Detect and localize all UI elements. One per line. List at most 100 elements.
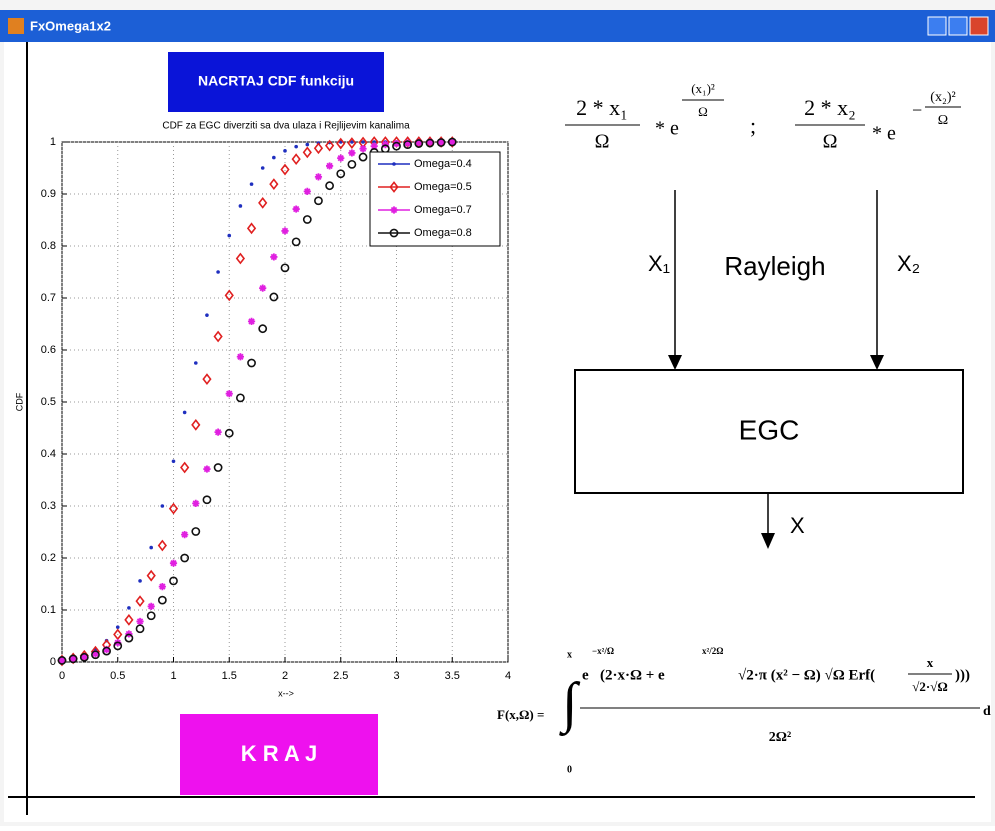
x-tick-label: 0.5 (110, 670, 125, 682)
y-tick-label: 0.7 (41, 292, 56, 304)
chart-title: CDF za EGC diverziti sa dva ulaza i Rejl… (162, 121, 410, 132)
x-tick-label: 3 (393, 670, 399, 682)
data-point (181, 531, 188, 538)
formula-text: e (582, 667, 589, 683)
plot-button-label[interactable]: NACRTAJ CDF funkciju (198, 73, 354, 89)
y-tick-label: 0.6 (41, 344, 56, 356)
data-point (194, 361, 198, 365)
x-tick-label: 1 (170, 670, 176, 682)
legend-marker (392, 162, 396, 166)
y-axis-label: CDF (14, 392, 24, 411)
formula-text: √2·π (x² − Ω) √Ω Erf( (738, 667, 875, 683)
data-point (304, 188, 311, 195)
formula-text: x (567, 649, 572, 660)
window-title: FxOmega1x2 (30, 18, 111, 33)
data-point (359, 145, 366, 152)
y-tick-label: 0.1 (41, 604, 56, 616)
legend-label: Omega=0.5 (414, 181, 472, 193)
app-window: FxOmega1x2 NACRTAJ CDF funkciju K R A J … (0, 0, 995, 826)
data-point (116, 625, 120, 629)
formula-text: − (912, 100, 922, 120)
legend-label: Omega=0.4 (414, 158, 472, 170)
formula-text: 0 (567, 764, 572, 775)
formula-text: (2·x·Ω + e (600, 667, 665, 683)
data-point (161, 504, 165, 508)
data-point (172, 459, 176, 463)
input-label: X₂ (897, 251, 920, 276)
y-tick-label: 0 (50, 656, 56, 668)
y-tick-label: 1 (50, 136, 56, 148)
data-point (215, 429, 222, 436)
chart: CDF za EGC diverziti sa dva ulaza i Rejl… (14, 121, 511, 699)
x-tick-label: 0 (59, 670, 65, 682)
input-label: X₁ (648, 251, 670, 276)
x-tick-label: 2.5 (333, 670, 348, 682)
x-tick-label: 1.5 (222, 670, 237, 682)
formula-text: Ω (595, 131, 610, 153)
x-axis-label: x--> (278, 688, 294, 698)
formula-text: Ω (938, 113, 948, 128)
formula-text: ))) (955, 667, 970, 683)
data-point (348, 149, 355, 156)
data-point (248, 318, 255, 325)
data-point (261, 166, 265, 170)
data-point (281, 227, 288, 234)
data-point (315, 173, 322, 180)
minimize-button[interactable] (928, 17, 946, 35)
formula-text: Ω (698, 104, 708, 119)
legend-marker (390, 206, 397, 213)
data-point (192, 500, 199, 507)
formula-text: x²/2Ω (702, 646, 723, 656)
data-point (272, 156, 276, 160)
maximize-button[interactable] (949, 17, 967, 35)
data-point (136, 618, 143, 625)
data-point (270, 253, 277, 260)
data-point (326, 162, 333, 169)
formula-text: d (983, 704, 991, 719)
formula-text: −x²/Ω (592, 646, 614, 656)
data-point (203, 465, 210, 472)
data-point (259, 285, 266, 292)
x-tick-label: 3.5 (445, 670, 460, 682)
close-button[interactable] (970, 17, 988, 35)
legend-label: Omega=0.7 (414, 204, 472, 216)
data-point (216, 270, 220, 274)
y-tick-label: 0.5 (41, 396, 56, 408)
exit-button-label[interactable]: K R A J (241, 741, 318, 766)
data-point (283, 149, 287, 153)
app-icon (8, 18, 24, 34)
y-tick-label: 0.2 (41, 552, 56, 564)
data-point (337, 155, 344, 162)
data-point (138, 579, 142, 583)
data-point (148, 603, 155, 610)
formula-text: Ω (823, 131, 838, 153)
data-point (294, 145, 298, 149)
formula-text: 2 * x₁ (576, 95, 628, 120)
formula-text: 2 * x₂ (804, 95, 856, 120)
y-tick-label: 0.4 (41, 448, 56, 460)
formula-text: x (927, 655, 934, 670)
y-tick-label: 0.3 (41, 500, 56, 512)
data-point (183, 411, 187, 415)
block-label: EGC (739, 414, 800, 445)
formula-text: * e (872, 123, 896, 145)
data-point (239, 204, 243, 208)
formula-text: (x₂)² (930, 90, 955, 105)
formula-text: * e (655, 118, 679, 140)
data-point (250, 182, 254, 186)
data-point (237, 353, 244, 360)
data-point (226, 390, 233, 397)
data-point (227, 234, 231, 238)
x-tick-label: 4 (505, 670, 511, 682)
x-tick-label: 2 (282, 670, 288, 682)
data-point (306, 143, 310, 147)
channel-label: Rayleigh (724, 251, 825, 281)
legend-label: Omega=0.8 (414, 227, 472, 239)
formula-text: F(x,Ω) = (497, 707, 544, 722)
formula-text: ; (750, 113, 756, 138)
y-tick-label: 0.9 (41, 188, 56, 200)
data-point (149, 546, 153, 550)
output-label: X (790, 513, 805, 538)
title-bar (0, 10, 995, 42)
data-point (293, 205, 300, 212)
